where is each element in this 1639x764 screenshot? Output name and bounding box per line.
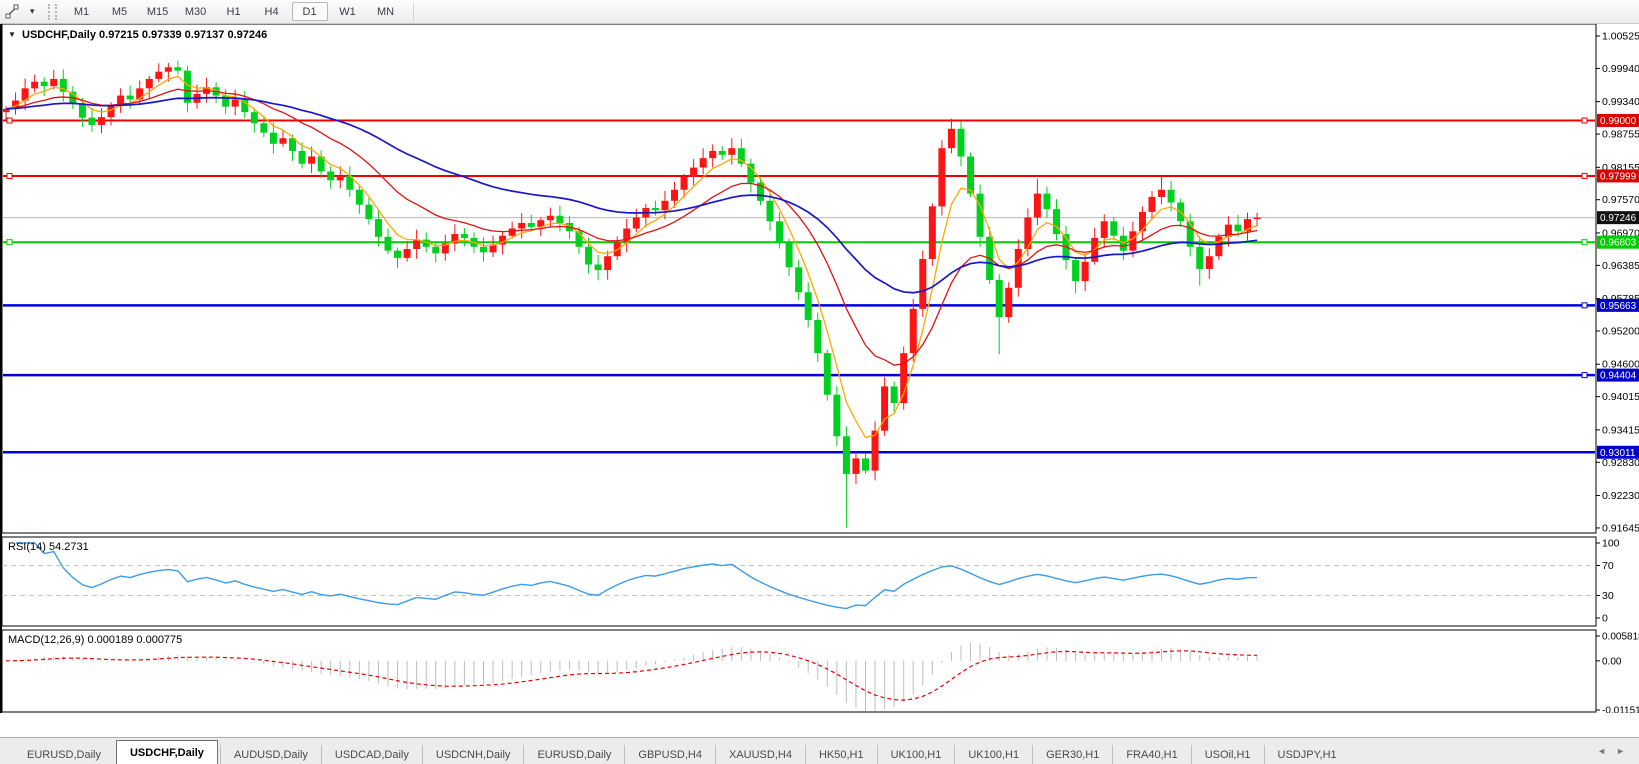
price-badge-label: 0.93011 — [1600, 448, 1636, 459]
price-badge-label: 0.96803 — [1600, 238, 1637, 249]
timeframe-button-m1[interactable]: M1 — [73, 5, 90, 18]
line-style-tool-button[interactable] — [2, 2, 23, 21]
price-badge — [1597, 368, 1639, 382]
axis-label: 1.00525 — [1602, 31, 1639, 43]
timeframe-button-m30[interactable]: M30 — [184, 5, 207, 18]
price-badge-label: 0.97999 — [1600, 171, 1637, 182]
symbol-dropdown-marker[interactable]: ▼ — [8, 30, 16, 39]
chart-tab-hk50-h1[interactable]: HK50,H1 — [804, 745, 877, 764]
chart-tab-usdcad-daily[interactable]: USDCAD,Daily — [320, 745, 422, 764]
axis-label: 0.92230 — [1602, 490, 1639, 502]
timeframe-button-mn[interactable]: MN — [376, 5, 395, 18]
axis-label: 0.97570 — [1602, 194, 1639, 206]
date-axis — [0, 713, 1639, 737]
axis-label: 0.99940 — [1602, 63, 1639, 75]
line-style-icon — [5, 4, 19, 19]
axis-label: 0.91645 — [1602, 522, 1639, 534]
price-badge — [1597, 169, 1639, 183]
axis-label: 0.98755 — [1602, 129, 1639, 141]
chart-tab-eurusd-daily[interactable]: EURUSD,Daily — [27, 748, 101, 761]
chart-tab-audusd-daily[interactable]: AUDUSD,Daily — [219, 745, 321, 764]
axis-label: 0.94600 — [1602, 359, 1639, 371]
chart-panel — [1, 629, 1597, 713]
axis-label: 0.92830 — [1602, 457, 1639, 469]
toolbar-separator — [412, 2, 414, 21]
chart-tab-ger30-h1[interactable]: GER30,H1 — [1032, 745, 1112, 764]
chart-tab-uk100-h1[interactable]: UK100,H1 — [954, 745, 1032, 764]
axis-label: 0.93415 — [1602, 424, 1639, 436]
macd-label: MACD(12,26,9) 0.000189 0.000775 — [8, 634, 182, 646]
price-badge — [1597, 211, 1639, 225]
price-badge — [1597, 445, 1639, 459]
chart-tab-uk100-h1[interactable]: UK100,H1 — [876, 745, 955, 764]
price-badge-label: 0.99000 — [1600, 116, 1637, 127]
axis-label: 0 — [1602, 613, 1608, 625]
timeframe-button-w1[interactable]: W1 — [339, 5, 356, 18]
chart-tab-usdjpy-h1[interactable]: USDJPY,H1 — [1263, 745, 1350, 764]
chart-tab-xauusd-h4[interactable]: XAUUSD,H4 — [714, 745, 805, 764]
chart-tab-usdcnh-daily[interactable]: USDCNH,Daily — [421, 745, 524, 764]
price-badge-label: 0.95663 — [1600, 301, 1637, 312]
chart-panel — [1, 536, 1597, 627]
axis-label: 0.96385 — [1602, 260, 1639, 272]
axis-label: 0.94015 — [1602, 391, 1639, 403]
axis-label: 0.005818 — [1602, 632, 1639, 643]
price-badge — [1597, 113, 1639, 127]
chart-tab-bar: EURUSD,Daily USDCHF,Daily AUDUSD,Daily USDC… — [0, 737, 1639, 764]
chart-tab-eurusd-daily[interactable]: EURUSD,Daily — [523, 745, 624, 764]
chart-tab-usdchf-daily[interactable]: USDCHF,Daily — [115, 740, 218, 764]
rsi-label: RSI(14) 54.2731 — [8, 541, 89, 553]
toolbar-grip[interactable] — [47, 3, 57, 20]
axis-label: 100 — [1602, 538, 1620, 550]
moving-average-line — [5, 96, 1258, 294]
timeframe-button-m15[interactable]: M15 — [146, 5, 169, 18]
axis-label: 70 — [1602, 560, 1614, 572]
axis-label: 30 — [1602, 590, 1614, 602]
macd-layer — [5, 642, 1258, 711]
timeframe-button-m5[interactable]: M5 — [111, 5, 128, 18]
tool-dropdown-button[interactable]: ▾ — [30, 6, 35, 16]
toolbar: ▾ M1 M5 M15 M30 H1 H4 D1 W1 MN — [0, 0, 1639, 24]
tabs-scroll-left-button[interactable]: ◄ — [1597, 746, 1607, 756]
price-badge-label: 0.94404 — [1600, 371, 1637, 382]
chart-tab-fra40-h1[interactable]: FRA40,H1 — [1112, 745, 1190, 764]
moving-average-line — [5, 88, 1258, 366]
chart-tab-gbpusd-h4[interactable]: GBPUSD,H4 — [624, 745, 715, 764]
price-badge — [1597, 235, 1639, 249]
price-badge-label: 0.97246 — [1600, 213, 1637, 224]
price-badge — [1597, 298, 1639, 312]
timeframe-button-h4[interactable]: H4 — [264, 5, 279, 18]
axis-label: 0.95200 — [1602, 326, 1639, 338]
timeframe-button-h1[interactable]: H1 — [226, 5, 241, 18]
axis-label: 0.99340 — [1602, 96, 1639, 108]
chart-title: USDCHF,Daily 0.97215 0.97339 0.97137 0.9… — [22, 29, 267, 41]
rsi-line — [15, 542, 1258, 610]
tabs-scroll-right-button[interactable]: ► — [1616, 746, 1625, 756]
timeframe-button-group: M1 M5 M15 M30 H1 H4 D1 W1 MN — [63, 2, 405, 21]
timeframe-button-d1[interactable]: D1 — [291, 2, 328, 21]
axis-label: -0.011514 — [1602, 705, 1639, 716]
chart-tab-usoil-h1[interactable]: USOil,H1 — [1190, 745, 1264, 764]
axis-label: 0.00 — [1602, 656, 1622, 667]
candles-layer — [3, 60, 1261, 528]
